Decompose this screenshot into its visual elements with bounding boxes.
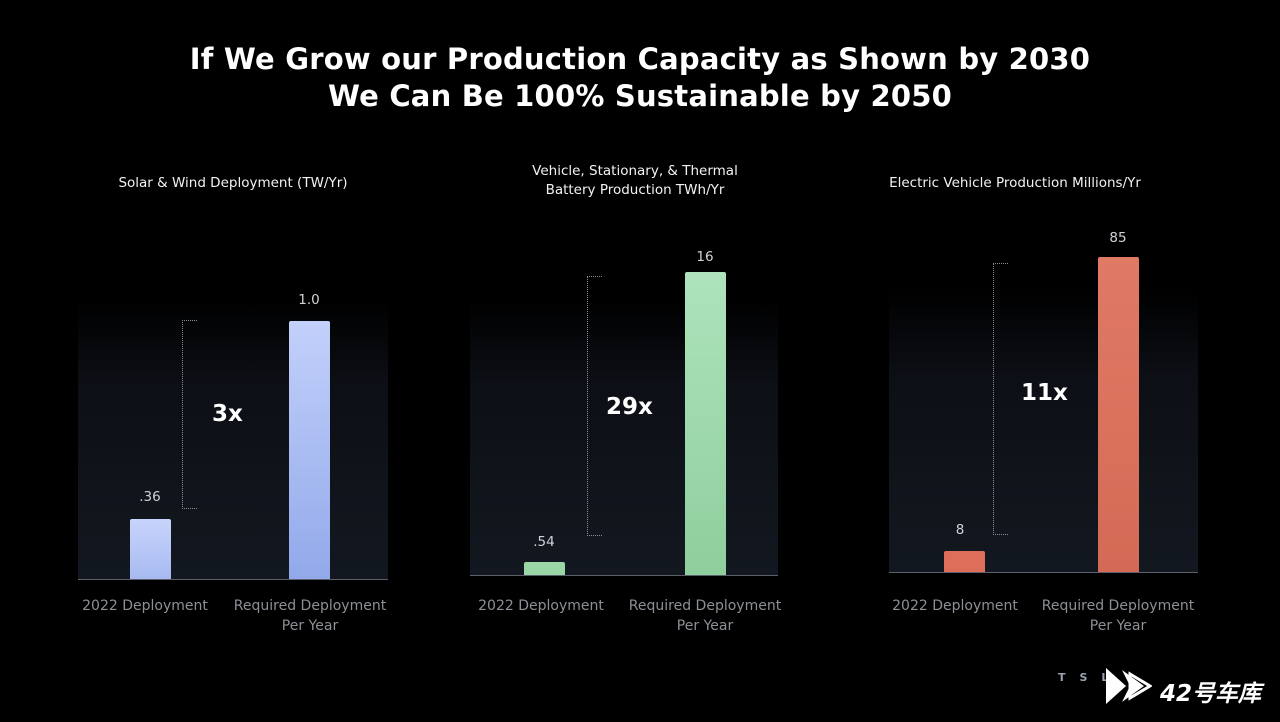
x-label-required: Required Deployment Per Year xyxy=(233,598,387,634)
multiplier-label: 29x xyxy=(606,394,653,420)
chart-baseline xyxy=(470,575,778,576)
watermark-letters: TSL xyxy=(1058,671,1123,684)
bar-2022 xyxy=(130,519,171,579)
headline-line-2: We Can Be 100% Sustainable by 2050 xyxy=(328,79,952,113)
bar-required xyxy=(289,321,330,579)
multiplier-bracket xyxy=(587,276,602,536)
value-label-required: 1.0 xyxy=(298,292,320,308)
chart-title: Vehicle, Stationary, & Thermal Battery Pr… xyxy=(532,163,738,198)
chart-title: Electric Vehicle Production Millions/Yr xyxy=(889,175,1141,191)
bar-2022 xyxy=(944,551,985,572)
chart-plot-area xyxy=(889,290,1198,573)
x-label-required: Required Deployment Per Year xyxy=(1041,598,1195,634)
chart-baseline xyxy=(78,579,388,580)
x-label-required: Required Deployment Per Year xyxy=(628,598,782,634)
chart-baseline xyxy=(889,572,1198,573)
bar-required xyxy=(685,272,726,575)
bar-required xyxy=(1098,257,1139,572)
chart-title: Solar & Wind Deployment (TW/Yr) xyxy=(118,175,348,191)
watermark-logo-icon xyxy=(1106,668,1152,704)
multiplier-bracket xyxy=(182,320,197,509)
multiplier-bracket xyxy=(993,263,1008,535)
value-label-2022: .36 xyxy=(139,489,161,505)
value-label-required: 16 xyxy=(696,249,714,265)
x-label-2022: 2022 Deployment xyxy=(478,598,604,614)
value-label-2022: 8 xyxy=(955,522,965,538)
value-label-2022: .54 xyxy=(533,534,555,550)
watermark-text: 42号车库 xyxy=(1160,681,1262,707)
value-label-required: 85 xyxy=(1109,230,1127,246)
multiplier-label: 3x xyxy=(212,401,243,427)
chart-plot-area xyxy=(78,300,388,580)
chart-plot-area xyxy=(470,300,778,576)
bar-2022 xyxy=(524,562,565,575)
multiplier-label: 11x xyxy=(1021,380,1068,406)
x-label-2022: 2022 Deployment xyxy=(892,598,1018,614)
x-label-2022: 2022 Deployment xyxy=(82,598,208,614)
headline-line-1: If We Grow our Production Capacity as Sh… xyxy=(189,42,1091,76)
